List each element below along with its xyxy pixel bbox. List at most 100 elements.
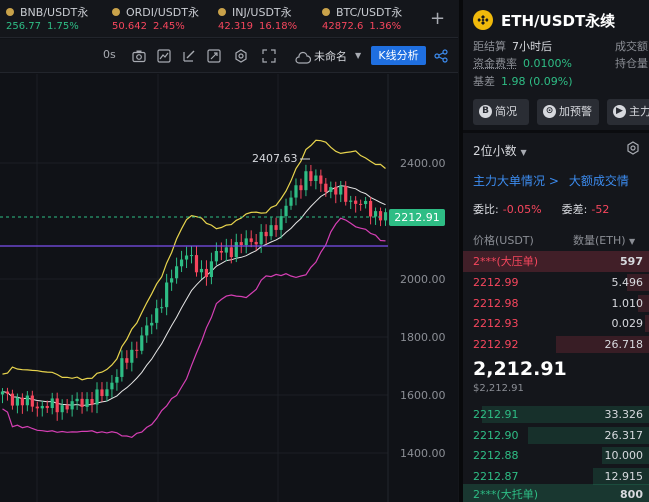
large-trades-link[interactable]: 大额成交情 (568, 174, 629, 188)
big-bid-row[interactable]: 2***(大托单) 800 (463, 484, 649, 502)
layout-name[interactable]: 未命名 (314, 50, 347, 63)
candle-body (10, 393, 15, 406)
bollinger-upper-line (2, 139, 386, 381)
ask-price: 2212.92 (473, 337, 519, 351)
ticker-price: 42872.6 (322, 21, 364, 32)
kline-analysis-button[interactable]: K线分析 (371, 46, 426, 65)
ticker-symbol: INJ/USDT永 (232, 6, 292, 19)
candle-body (5, 391, 10, 394)
fullscreen-icon[interactable] (262, 48, 276, 64)
coin-icon (6, 8, 14, 16)
qty-column-header[interactable]: 数量(ETH) ▼ (573, 232, 635, 248)
main-force-orders-link[interactable]: 主力大单情况 > (473, 174, 559, 188)
indicator-icon[interactable] (157, 48, 171, 64)
bid-price: 2212.91 (473, 408, 519, 421)
bid-row[interactable]: 2212.87 12.915 (463, 466, 649, 487)
candle-body (279, 216, 283, 230)
ask-depth-bar (627, 274, 649, 291)
ticker-item[interactable]: BTC/USDT永 42872.6 1.36% (322, 4, 416, 36)
chart-toolbar: 0s 未命名 ▼ K线分析 (0, 39, 458, 73)
interval-selector[interactable]: 0s (103, 48, 116, 61)
y-tick-label: 1400.00 (400, 447, 446, 460)
bollinger-lower-line (2, 217, 386, 439)
bid-row[interactable]: 2212.91 33.326 (463, 404, 649, 425)
candle-body (75, 398, 79, 402)
symbol-title[interactable]: ETH/USDT永续 (501, 11, 616, 30)
big-ask-row[interactable]: 2***(大压单) 597 (463, 251, 649, 272)
bid-row[interactable]: 2212.90 26.317 (463, 425, 649, 446)
gear-icon[interactable] (626, 141, 640, 155)
camera-icon[interactable] (132, 48, 146, 64)
ticker-item[interactable]: INJ/USDT永 42.319 16.18% (218, 4, 312, 36)
panel-divider[interactable] (459, 0, 463, 502)
big-bid-qty: 800 (620, 488, 643, 501)
coin-icon (322, 8, 330, 16)
orderbook-header: 价格(USDT) 数量(ETH) ▼ (473, 232, 649, 248)
overview-button[interactable]: B 简况 (473, 99, 529, 125)
ask-row[interactable]: 2212.92 26.718 (463, 334, 649, 355)
draw-tool-icon[interactable] (182, 48, 196, 64)
compare-icon[interactable] (207, 48, 221, 64)
share-icon[interactable] (434, 48, 448, 64)
big-ask-price: 2***(大压单) (473, 255, 539, 268)
candle-body (244, 238, 248, 246)
candle-body (219, 250, 223, 253)
ticker-symbol: BTC/USDT永 (336, 6, 403, 19)
settings-icon[interactable] (234, 48, 248, 64)
candle-body (55, 398, 59, 413)
ask-row[interactable]: 2212.98 1.010 (463, 293, 649, 314)
ticker-change: 2.45% (153, 21, 185, 32)
candle-body (40, 405, 44, 409)
candle-body (199, 268, 204, 273)
add-ticker-icon[interactable]: + (430, 8, 446, 29)
candle-body (110, 382, 114, 390)
bid-depth-bar (593, 467, 649, 485)
overview-label: 简况 (495, 105, 517, 118)
settle-value: 7小时后 (512, 40, 552, 53)
ticker-price: 256.77 (6, 21, 41, 32)
weicha-value: -52 (591, 203, 610, 216)
candle-body (309, 171, 313, 181)
chevron-down-icon: ▼ (520, 148, 527, 157)
chart-canvas[interactable]: 2400.00 2000.00 1800.00 1600.00 1400.00 (0, 74, 458, 502)
candle-body (184, 255, 189, 260)
candle-body (224, 247, 228, 253)
ticker-item[interactable]: BNB/USDT永 256.77 1.75% (6, 4, 106, 36)
candle-body (105, 389, 109, 397)
ask-depth-bar (638, 294, 649, 312)
y-tick-label: 1800.00 (400, 331, 446, 344)
ask-depth-bar (645, 315, 649, 332)
bid-depth-bar (602, 447, 649, 464)
chevron-down-icon[interactable]: ▼ (355, 51, 362, 60)
candle-body (383, 212, 388, 221)
ask-qty: 26.718 (604, 337, 644, 351)
candle-body (20, 397, 24, 406)
main-force-button[interactable]: ▶ 主力 (607, 99, 649, 125)
candle-body (140, 335, 144, 351)
cloud-icon[interactable] (295, 50, 311, 66)
basis-value: 1.98 (0.09%) (501, 75, 573, 88)
settle-label: 距结算 (473, 40, 506, 53)
ticker-symbol: ORDI/USDT永 (126, 6, 199, 19)
add-alert-button[interactable]: ⊙ 加预警 (537, 99, 599, 125)
candle-body (339, 186, 343, 195)
ask-row[interactable]: 2212.99 5.496 (463, 272, 649, 293)
ask-price: 2212.93 (473, 317, 519, 330)
precision-value: 2位小数 (473, 144, 517, 158)
precision-selector[interactable]: 2位小数 ▼ (473, 142, 527, 159)
candle-body (319, 175, 323, 184)
funding-label: 资金费率 (473, 57, 517, 70)
alert-icon: ⊙ (543, 105, 556, 118)
ticker-change: 1.36% (369, 21, 402, 32)
ticker-item[interactable]: ORDI/USDT永 50.642 2.45% (112, 4, 208, 36)
candle-body (0, 391, 5, 395)
play-icon: ▶ (613, 105, 626, 118)
candle-body (25, 395, 29, 406)
bid-row[interactable]: 2212.88 10.000 (463, 445, 649, 466)
bid-qty: 10.000 (604, 449, 644, 462)
ask-row[interactable]: 2212.93 0.029 (463, 313, 649, 334)
candle-body (150, 322, 154, 326)
bnb-logo-icon (473, 10, 493, 30)
candlestick-chart[interactable]: 2400.00 2000.00 1800.00 1600.00 1400.00 2407… (0, 74, 458, 502)
candle-body (35, 406, 39, 409)
